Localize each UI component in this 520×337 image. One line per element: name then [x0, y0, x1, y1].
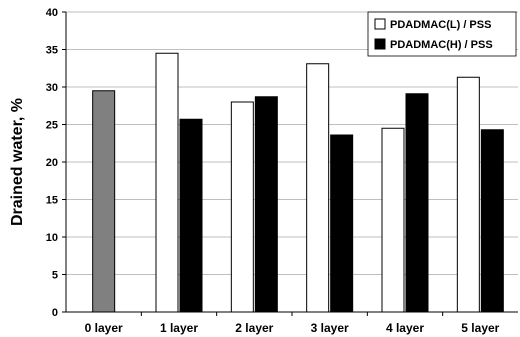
y-tick-label: 35: [46, 45, 58, 57]
y-axis-label: Drained water, %: [9, 98, 26, 226]
y-tick-label: 25: [46, 120, 58, 132]
legend-swatch-series-1: [374, 18, 386, 30]
y-tick-label: 30: [46, 82, 58, 94]
bar-series-1: [306, 63, 330, 313]
bar-series-1: [155, 52, 179, 313]
legend-label-series-1: PDADMAC(L) / PSS: [390, 19, 491, 31]
bar-series-1: [381, 127, 405, 313]
x-category-label: 2 layer: [235, 321, 273, 335]
legend-label-series-2: PDADMAC(H) / PSS: [390, 39, 493, 51]
bar-series-2: [254, 96, 278, 313]
gridlines: [66, 11, 518, 275]
bars: [92, 52, 504, 313]
bar-series-1: [230, 101, 254, 313]
x-category-label: 0 layer: [85, 321, 123, 335]
legend: PDADMAC(L) / PSS PDADMAC(H) / PSS: [367, 11, 517, 57]
x-axis-categories: 0 layer 1 layer 2 layer 3 layer 4 layer 5 lay…: [85, 312, 500, 335]
x-category-label: 4 layer: [386, 321, 424, 335]
bar-series-2: [405, 93, 429, 313]
y-tick-label: 40: [46, 7, 58, 19]
bar-series-1: [456, 76, 480, 313]
bar-series-2: [480, 129, 504, 313]
x-category-label: 1 layer: [160, 321, 198, 335]
x-category-label: 5 layer: [461, 321, 499, 335]
y-tick-label: 20: [46, 157, 58, 169]
y-tick-label: 5: [52, 270, 58, 282]
legend-box: [367, 11, 517, 57]
y-tick-label: 0: [52, 307, 58, 319]
y-tick-label: 10: [46, 232, 58, 244]
legend-swatch-series-2: [374, 38, 386, 50]
x-category-label: 3 layer: [311, 321, 349, 335]
bar-series-2: [330, 134, 354, 313]
y-tick-label: 15: [46, 195, 58, 207]
y-axis-ticks: 0 5 10 15 20 25 30 35 40: [46, 7, 66, 319]
bar-reference: [92, 90, 116, 313]
bar-series-2: [179, 118, 203, 313]
